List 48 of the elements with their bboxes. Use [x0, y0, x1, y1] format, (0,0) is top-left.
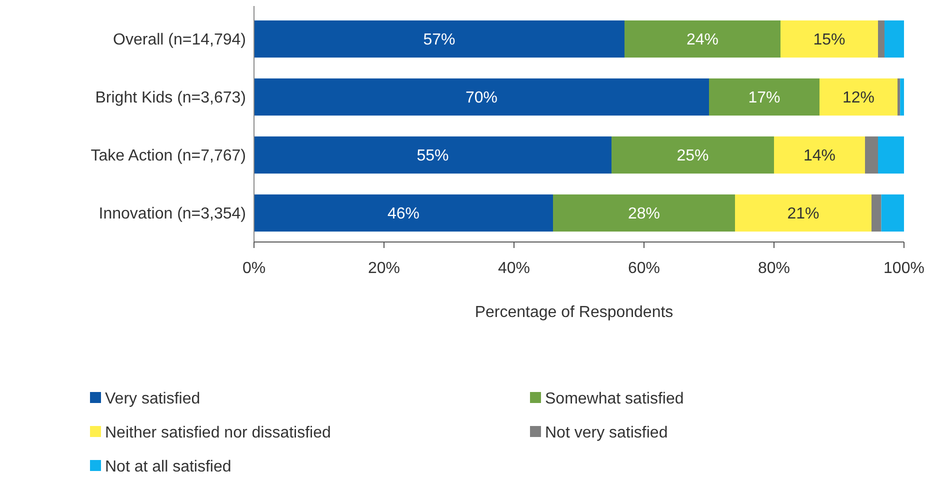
bar	[553, 194, 735, 232]
y-tick-label: Overall (n=14,794)	[113, 32, 246, 49]
bar	[780, 20, 878, 58]
data-label: 21%	[787, 206, 820, 223]
bar	[898, 78, 900, 116]
bar	[254, 20, 624, 58]
bar	[254, 194, 553, 232]
bar	[878, 136, 904, 174]
data-label: 70%	[465, 90, 498, 107]
y-tick-label: Bright Kids (n=3,673)	[95, 90, 246, 107]
legend-label: Not very satisfied	[545, 424, 668, 442]
y-tick-label: Take Action (n=7,767)	[90, 148, 246, 165]
bar	[624, 20, 780, 58]
x-axis-title: Percentage of Respondents	[474, 304, 674, 321]
bar	[872, 194, 882, 232]
data-label: 28%	[628, 206, 660, 223]
data-label: 25%	[676, 148, 709, 165]
data-label: 17%	[748, 90, 780, 107]
x-tick-label: 80%	[758, 260, 790, 277]
data-label: 15%	[813, 32, 846, 49]
data-label: 14%	[803, 148, 836, 165]
data-label: 12%	[842, 90, 875, 107]
data-label: 57%	[423, 32, 456, 49]
x-tick-label: 20%	[368, 260, 400, 277]
bar	[735, 194, 872, 232]
y-tick-label: Innovation (n=3,354)	[98, 206, 246, 223]
data-label: 24%	[686, 32, 719, 49]
x-tick-label: 60%	[628, 260, 660, 277]
x-tick-label: 0%	[242, 260, 266, 277]
x-tick-label: 100%	[884, 260, 924, 277]
legend-label: Not at all satisfied	[105, 458, 232, 476]
x-tick-label: 40%	[498, 260, 530, 277]
bar	[612, 136, 774, 174]
bar	[254, 78, 709, 116]
legend-label: Neither satisfied nor dissatisfied	[105, 424, 331, 442]
bar	[884, 20, 904, 58]
bar	[820, 78, 898, 116]
bar	[878, 20, 884, 58]
legend-label: Very satisfied	[105, 390, 200, 408]
bar	[254, 136, 612, 174]
bar	[900, 78, 904, 116]
bar	[774, 136, 865, 174]
bar	[865, 136, 878, 174]
legend-label: Somewhat satisfied	[545, 390, 684, 408]
bar	[709, 78, 820, 116]
data-label: 46%	[387, 206, 420, 223]
data-label: 55%	[416, 148, 449, 165]
bar	[881, 194, 904, 232]
